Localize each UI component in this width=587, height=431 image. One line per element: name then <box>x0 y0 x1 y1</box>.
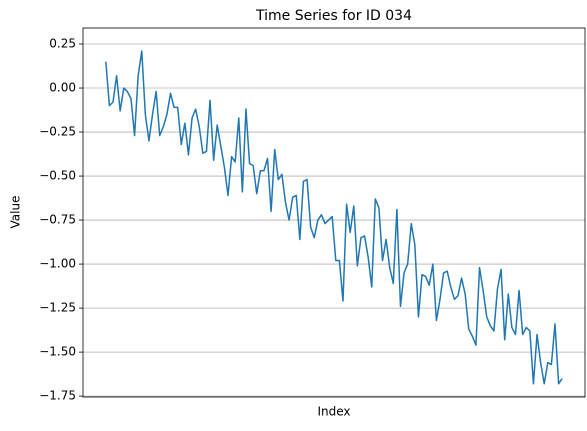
y-tick-label: −0.25 <box>39 125 76 139</box>
y-tick-label: 0.25 <box>49 37 76 51</box>
y-tick-label: −1.50 <box>39 345 76 359</box>
y-tick-label: −0.75 <box>39 213 76 227</box>
x-axis-label: Index <box>317 405 350 419</box>
plot-frame <box>82 27 586 398</box>
y-axis-label: Value <box>9 196 23 229</box>
y-tick-label: −1.25 <box>39 301 76 315</box>
line-series <box>105 50 563 385</box>
y-tick-label: −1.75 <box>39 389 76 403</box>
y-tick-label: −1.00 <box>39 257 76 271</box>
chart-title: Time Series for ID 034 <box>255 8 412 24</box>
y-tick-label: 0.00 <box>49 81 76 95</box>
y-tick-label: −0.50 <box>39 169 76 183</box>
